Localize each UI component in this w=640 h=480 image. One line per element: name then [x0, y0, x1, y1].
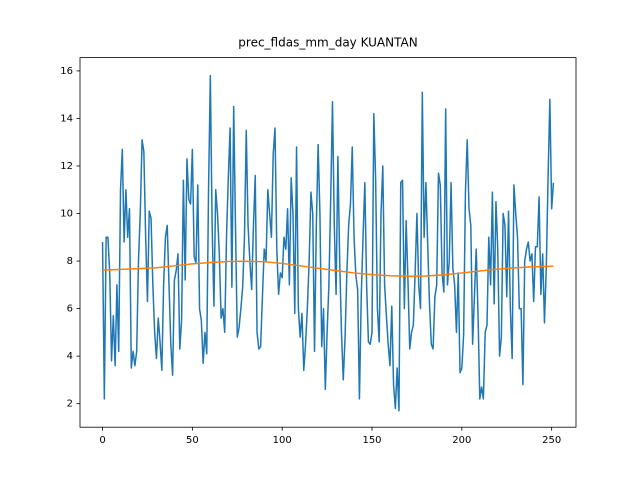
- x-tick-label: 200: [452, 435, 471, 446]
- data-line: [101, 74, 555, 412]
- y-tick-label: 16: [60, 66, 73, 77]
- y-tick-label: 10: [60, 209, 73, 220]
- x-tick-label: 150: [362, 435, 381, 446]
- plot-area: [101, 74, 555, 412]
- axes-frame: [79, 57, 577, 428]
- y-tick-label: 2: [67, 399, 73, 410]
- y-tick-label: 4: [67, 351, 73, 362]
- chart-title: prec_fldas_mm_day KUANTAN: [238, 36, 417, 50]
- x-tick-label: 0: [99, 435, 105, 446]
- y-tick-label: 12: [60, 161, 73, 172]
- data-line: [102, 260, 554, 278]
- x-tick-label: 100: [273, 435, 292, 446]
- x-tick-label: 50: [186, 435, 199, 446]
- x-tick-label: 250: [542, 435, 561, 446]
- y-tick-label: 8: [67, 256, 73, 267]
- y-tick-label: 6: [67, 304, 73, 315]
- y-tick-label: 14: [60, 113, 73, 124]
